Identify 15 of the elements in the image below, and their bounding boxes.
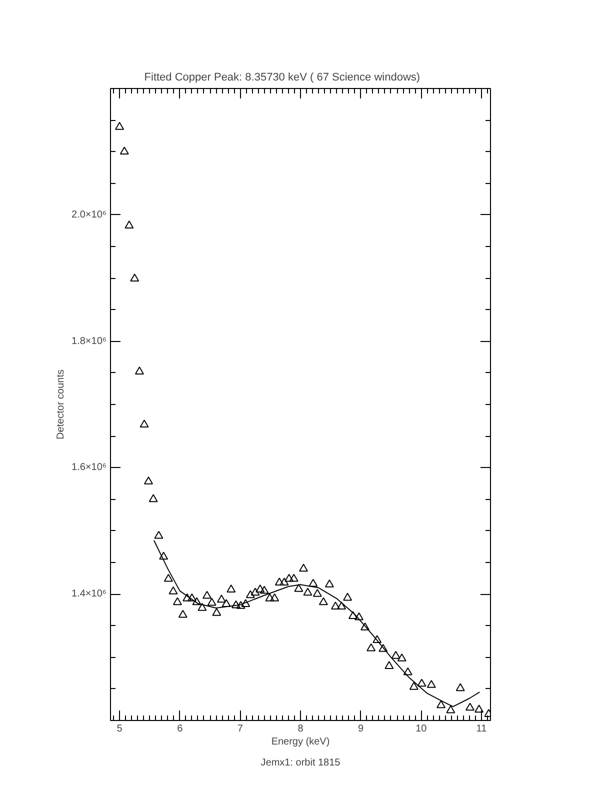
x-tick-label: 5	[116, 724, 123, 734]
y-tick-label: 1.8×10⁶	[72, 336, 107, 347]
y-tick-label: 2.0×10⁶	[72, 209, 107, 220]
x-axis-title: Energy (keV)	[271, 736, 330, 748]
x-tick-label: 11	[476, 724, 488, 734]
y-tick-label: 1.6×10⁶	[72, 462, 107, 474]
text: Jemx1: orbit 1815	[260, 758, 341, 768]
x-tick-label: 10	[416, 724, 428, 734]
y-axis-title: Detector counts	[56, 369, 67, 440]
x-tick-label: 6	[177, 724, 184, 734]
x-tick-label: 9	[358, 724, 364, 734]
x-tick-label: 8	[298, 724, 304, 734]
x-tick-label: 7	[237, 724, 244, 734]
y-tick-label: 1.4×10⁶	[72, 588, 107, 600]
chart-title: Fitted Copper Peak: 8.35730 keV ( 67 Science windows)	[144, 72, 420, 84]
